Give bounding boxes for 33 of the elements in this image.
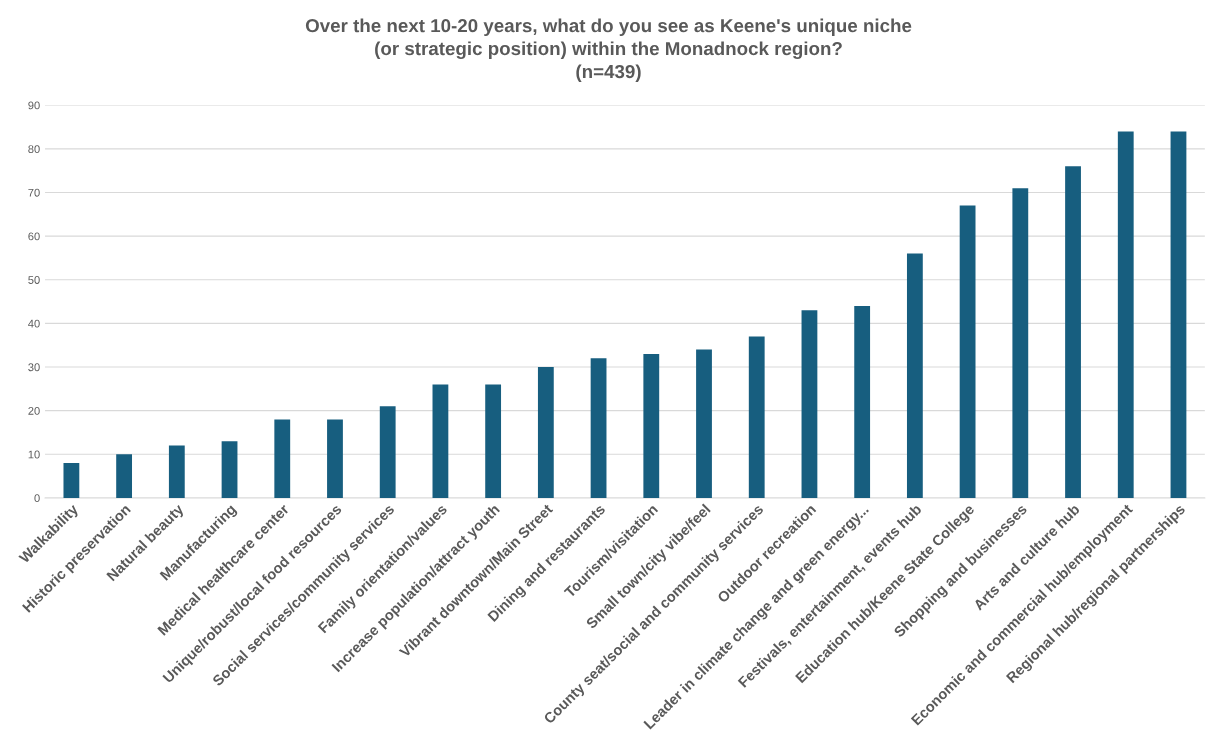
bar: [696, 349, 712, 498]
bar: [1170, 131, 1187, 498]
bar: [1012, 188, 1029, 498]
bar: [1117, 131, 1134, 498]
bar: [643, 353, 660, 498]
bar: [432, 384, 449, 498]
bar: [537, 367, 554, 498]
bar: [116, 454, 133, 498]
bar: [327, 419, 343, 498]
bar: [906, 253, 923, 498]
bar: [485, 384, 502, 498]
bar: [274, 419, 291, 498]
bar: [379, 406, 396, 498]
y-tick-label: 0: [34, 494, 40, 503]
bar: [959, 205, 976, 498]
bar: [63, 463, 80, 498]
y-tick-label: 50: [28, 276, 40, 284]
y-tick-label: 30: [28, 363, 40, 372]
y-tick-label: 20: [28, 406, 40, 415]
y-tick-label: 40: [28, 319, 40, 328]
bar: [748, 336, 765, 498]
y-tick-label: 10: [28, 450, 40, 459]
chart-title: Over the next 10-20 years, what do you see as Keene's unique niche (or strategic position) within the Monadnock region? (n=439): [305, 18, 912, 82]
bar: [801, 310, 818, 498]
bar: [1065, 166, 1081, 498]
bar: [854, 305, 871, 498]
y-tick-label: 60: [28, 232, 40, 241]
y-tick-label: 80: [28, 145, 40, 153]
y-tick-label: 70: [28, 188, 40, 197]
bar: [168, 445, 185, 498]
y-tick-label: 90: [28, 101, 40, 110]
bar: [590, 358, 607, 498]
bar: [221, 441, 238, 498]
